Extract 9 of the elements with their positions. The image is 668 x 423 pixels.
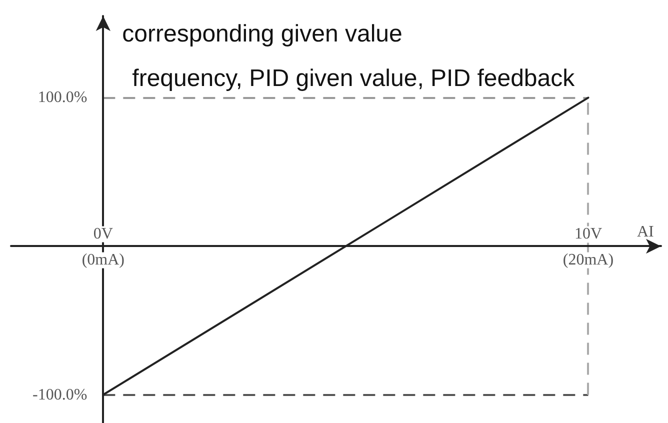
y-tick-label: 100.0% xyxy=(38,89,88,106)
annotation: frequency, PID given value, PID feedback xyxy=(132,65,576,92)
x-tick-label: 10V xyxy=(574,226,602,243)
x-axis-title: AI xyxy=(637,224,654,241)
y-tick-label: -100.0% xyxy=(32,386,88,404)
x-tick-label: 0V xyxy=(93,226,114,243)
y-axis-title: corresponding given value xyxy=(122,20,402,48)
x2-tick-label: (20mA) xyxy=(562,252,614,269)
x2-tick-label: (0mA) xyxy=(82,252,124,269)
